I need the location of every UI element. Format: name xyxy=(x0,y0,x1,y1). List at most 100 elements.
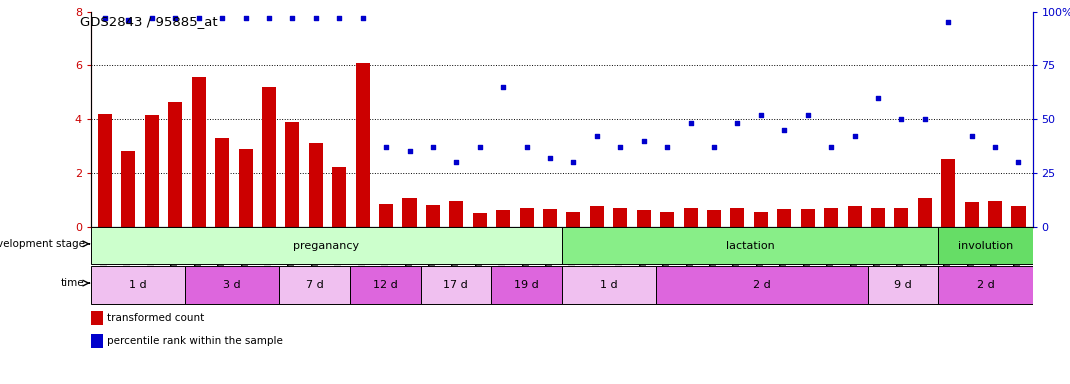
Bar xyxy=(965,202,979,227)
Point xyxy=(729,120,746,126)
Bar xyxy=(421,266,491,305)
Text: 12 d: 12 d xyxy=(372,280,398,290)
Bar xyxy=(871,208,885,227)
Bar xyxy=(562,266,656,305)
Point xyxy=(846,133,863,139)
Bar xyxy=(868,266,938,305)
Point xyxy=(425,144,442,150)
Bar xyxy=(350,266,421,305)
Bar xyxy=(449,201,463,227)
Text: preganancy: preganancy xyxy=(293,241,360,251)
Text: time: time xyxy=(61,278,85,288)
Point xyxy=(354,15,371,21)
Point xyxy=(167,15,184,21)
Bar xyxy=(309,143,323,227)
Bar xyxy=(590,207,603,227)
Text: percentile rank within the sample: percentile rank within the sample xyxy=(107,336,282,346)
Bar xyxy=(938,266,1033,305)
Bar xyxy=(637,210,651,227)
Bar xyxy=(520,208,534,227)
Point xyxy=(236,15,254,21)
Bar xyxy=(613,208,627,227)
Point xyxy=(565,159,582,165)
Point xyxy=(494,84,511,90)
Bar xyxy=(286,122,300,227)
Bar xyxy=(656,266,868,305)
Bar xyxy=(144,115,158,227)
Bar xyxy=(332,167,347,227)
Bar xyxy=(942,159,956,227)
Point xyxy=(939,19,957,25)
Point xyxy=(190,15,208,21)
Point xyxy=(96,15,113,21)
Point xyxy=(752,112,769,118)
Bar xyxy=(168,101,182,227)
Point xyxy=(284,15,301,21)
Point xyxy=(214,15,231,21)
Bar xyxy=(379,204,393,227)
Bar xyxy=(754,212,768,227)
Text: 2 d: 2 d xyxy=(977,280,994,290)
Bar xyxy=(684,208,698,227)
Text: 1 d: 1 d xyxy=(129,280,147,290)
Bar xyxy=(98,114,112,227)
Bar xyxy=(988,201,1003,227)
Bar xyxy=(185,266,279,305)
Bar xyxy=(121,151,136,227)
Text: 7 d: 7 d xyxy=(306,280,323,290)
Text: lactation: lactation xyxy=(725,241,775,251)
Point xyxy=(705,144,722,150)
Point xyxy=(331,15,348,21)
Bar xyxy=(895,208,908,227)
Bar xyxy=(566,212,581,227)
Point xyxy=(447,159,464,165)
Text: development stage: development stage xyxy=(0,239,85,249)
Bar xyxy=(777,209,792,227)
Bar xyxy=(800,209,814,227)
Point xyxy=(541,155,559,161)
Bar xyxy=(473,213,487,227)
Point xyxy=(987,144,1004,150)
Point xyxy=(307,15,324,21)
Bar xyxy=(91,227,562,264)
Bar xyxy=(91,334,103,348)
Point xyxy=(1010,159,1027,165)
Point xyxy=(799,112,816,118)
Point xyxy=(518,144,535,150)
Bar xyxy=(918,199,932,227)
Bar xyxy=(847,207,861,227)
Bar xyxy=(542,209,557,227)
Point xyxy=(963,133,980,139)
Text: 19 d: 19 d xyxy=(514,280,539,290)
Point xyxy=(378,144,395,150)
Bar xyxy=(824,208,838,227)
Bar xyxy=(562,227,938,264)
Point xyxy=(776,127,793,133)
Bar xyxy=(355,63,369,227)
Bar xyxy=(239,149,253,227)
Bar xyxy=(491,266,562,305)
Bar xyxy=(731,208,745,227)
Point xyxy=(823,144,840,150)
Point xyxy=(916,116,933,122)
Bar xyxy=(707,210,721,227)
Point xyxy=(612,144,629,150)
Point xyxy=(659,144,676,150)
Bar xyxy=(192,78,205,227)
Point xyxy=(401,148,418,154)
Point xyxy=(588,133,606,139)
Text: 17 d: 17 d xyxy=(443,280,469,290)
Text: GDS2843 / 95885_at: GDS2843 / 95885_at xyxy=(80,15,218,28)
Bar xyxy=(91,311,103,324)
Point xyxy=(471,144,488,150)
Bar xyxy=(91,266,185,305)
Point xyxy=(636,137,653,144)
Point xyxy=(143,15,160,21)
Text: 1 d: 1 d xyxy=(600,280,617,290)
Text: involution: involution xyxy=(958,241,1013,251)
Point xyxy=(870,94,887,101)
Text: 3 d: 3 d xyxy=(224,280,241,290)
Bar xyxy=(426,205,440,227)
Bar xyxy=(262,87,276,227)
Text: 9 d: 9 d xyxy=(895,280,912,290)
